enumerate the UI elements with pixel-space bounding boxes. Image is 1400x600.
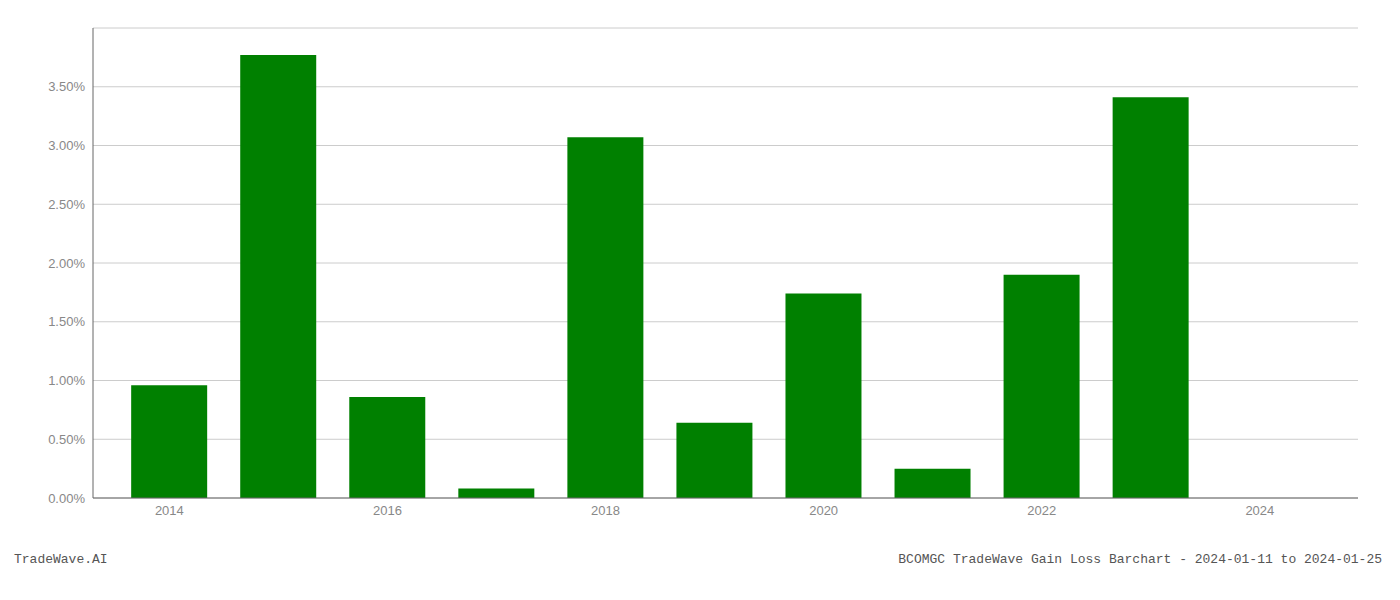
svg-text:2020: 2020 bbox=[809, 503, 838, 518]
html-text:BCOMGC TradeWave Gain Loss Bar: BCOMGC TradeWave Gain Loss Barchart - 20… bbox=[898, 552, 1382, 567]
html-text:TradeWave.AI: TradeWave.AI bbox=[14, 552, 108, 567]
svg-text:2.00%: 2.00% bbox=[48, 256, 85, 271]
svg-text:2018: 2018 bbox=[591, 503, 620, 518]
svg-text:0.00%: 0.00% bbox=[48, 491, 85, 506]
svg-text:2022: 2022 bbox=[1027, 503, 1056, 518]
svg-text:1.00%: 1.00% bbox=[48, 373, 85, 388]
svg-text:1.50%: 1.50% bbox=[48, 314, 85, 329]
svg-text:2016: 2016 bbox=[373, 503, 402, 518]
svg-text:0.50%: 0.50% bbox=[48, 432, 85, 447]
svg-text:2.50%: 2.50% bbox=[48, 197, 85, 212]
svg-text:2024: 2024 bbox=[1245, 503, 1274, 518]
svg-text:2014: 2014 bbox=[155, 503, 184, 518]
svg-text:3.50%: 3.50% bbox=[48, 79, 85, 94]
svg-text:3.00%: 3.00% bbox=[48, 138, 85, 153]
